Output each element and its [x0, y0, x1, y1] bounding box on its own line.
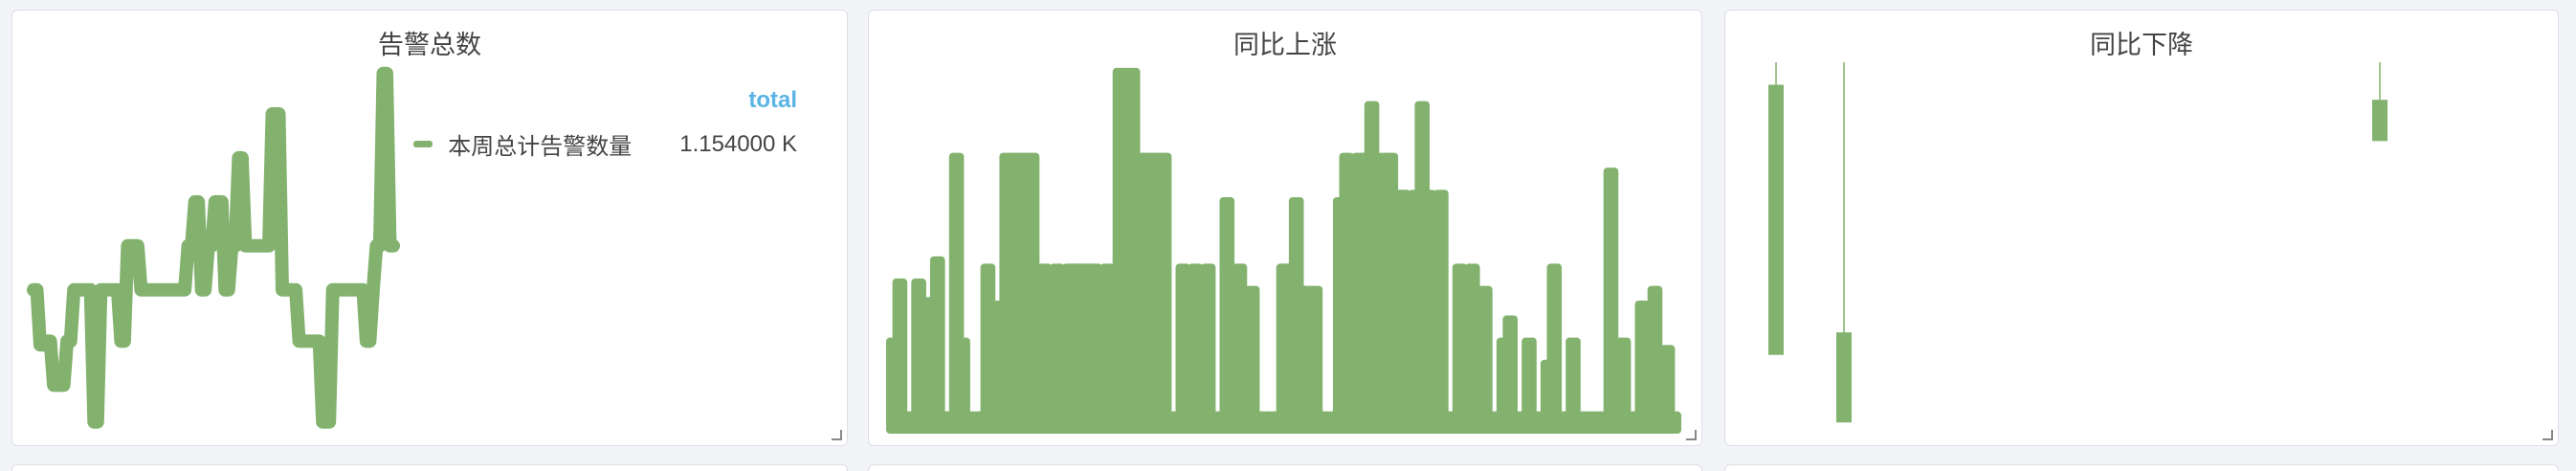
alarm-total-panel: 告警总数 total 本周总计告警数量 1.154000 K	[11, 10, 848, 446]
legend-entry[interactable]: 本周总计告警数量 1.154000 K	[413, 127, 797, 161]
yoy-decrease-panel: 同比下降	[1724, 10, 2559, 446]
bar	[892, 278, 908, 434]
bar	[1768, 84, 1784, 355]
next-row-panel-edge	[868, 464, 1702, 471]
bar	[1546, 263, 1563, 434]
bar	[1666, 411, 1681, 434]
legend-series-name: 本周总计告警数量	[448, 133, 633, 160]
bar	[1521, 337, 1537, 434]
yoy-increase-panel: 同比上涨	[868, 10, 1702, 446]
bar	[1244, 285, 1260, 434]
bar	[1566, 337, 1581, 434]
bar	[1433, 190, 1449, 434]
bar	[930, 256, 945, 434]
yoy-decrease-chart	[1768, 62, 2387, 423]
panel-title: 同比下降	[2090, 31, 2193, 60]
legend-swatch-icon	[413, 141, 433, 147]
legend-title: total	[748, 87, 797, 113]
next-row-panel-edge	[1724, 464, 2559, 471]
bar	[1452, 263, 1468, 434]
bar	[1188, 263, 1204, 434]
bar	[1087, 263, 1102, 434]
bar	[1502, 315, 1518, 434]
resize-handle-icon[interactable]	[832, 430, 842, 440]
bar	[955, 337, 970, 434]
bar	[1232, 263, 1248, 434]
bar	[1050, 263, 1065, 434]
next-row-panel-edge	[11, 464, 848, 471]
bar	[1219, 197, 1235, 434]
bar	[1395, 190, 1411, 434]
bar	[2372, 100, 2387, 142]
resize-handle-icon[interactable]	[1686, 430, 1697, 440]
bar	[980, 263, 996, 434]
panel-title: 同比上涨	[1233, 31, 1337, 60]
yoy-increase-chart	[886, 67, 1681, 435]
bar	[1175, 263, 1191, 434]
bar	[1156, 152, 1172, 434]
bar	[1603, 168, 1619, 434]
panel-title: 告警总数	[378, 31, 481, 60]
bar	[1200, 263, 1216, 434]
series-line	[27, 66, 400, 429]
alarm-total-chart	[27, 66, 400, 429]
bar	[1836, 332, 1852, 423]
bar	[1647, 285, 1663, 434]
bar	[1477, 285, 1493, 434]
bar	[911, 278, 926, 434]
bar	[1307, 285, 1323, 434]
bar	[1024, 152, 1040, 434]
bar	[1036, 263, 1053, 434]
legend-value: 1.154000 K	[679, 130, 797, 157]
bar	[1099, 263, 1116, 434]
bar	[1364, 101, 1380, 434]
bar	[1615, 337, 1632, 434]
resize-handle-icon[interactable]	[2543, 430, 2553, 440]
